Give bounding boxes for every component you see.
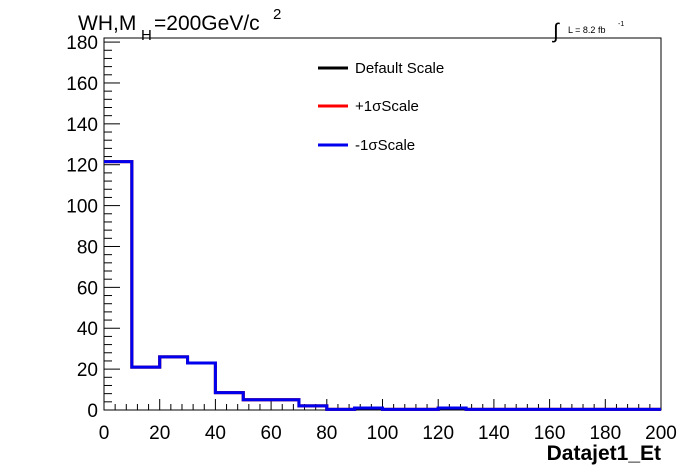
chart-title-subscript: H (141, 27, 152, 44)
axis-ticks (103, 41, 662, 411)
x-tick-label: 0 (99, 423, 110, 444)
luminosity-integral-symbol: ∫ (552, 20, 560, 43)
series-line-1 (104, 160, 661, 411)
plot-frame (103, 37, 662, 411)
luminosity-label: L = 8.2 fb (568, 25, 605, 35)
x-tick-label: 160 (534, 423, 566, 444)
x-axis-label: Datajet1_Et (547, 442, 661, 465)
axis-tick-labels: 0 20 40 60 80 100 120 140 160 180 200 0 20 40 60 80 100 1… (66, 33, 677, 444)
y-tick-label: 100 (66, 197, 98, 218)
chart-title-rest: =200GeV/c (154, 12, 260, 35)
x-tick-label: 80 (316, 423, 337, 444)
x-tick-label: 200 (645, 423, 677, 444)
y-tick-label: 120 (66, 156, 98, 177)
luminosity-superscript: -1 (618, 21, 624, 28)
x-tick-label: 20 (149, 423, 170, 444)
series-line-2 (104, 160, 661, 411)
chart-title-superscript: 2 (273, 6, 281, 23)
x-tick-label: 60 (261, 423, 282, 444)
y-tick-label: 40 (77, 319, 98, 340)
x-tick-label: 100 (367, 423, 399, 444)
y-tick-label: 140 (66, 115, 98, 136)
legend-label-plus1sigma: +1σScale (355, 98, 419, 115)
chart-title-main: WH,M (78, 12, 136, 35)
x-tick-label: 140 (478, 423, 510, 444)
y-tick-label: 60 (77, 278, 98, 299)
x-tick-label: 40 (205, 423, 226, 444)
y-tick-label: 20 (77, 360, 98, 381)
x-tick-label: 180 (589, 423, 621, 444)
y-tick-label: 80 (77, 237, 98, 258)
legend-label-default-scale: Default Scale (355, 60, 444, 77)
legend: Default Scale +1σScale -1σScale (318, 60, 444, 154)
x-tick-label: 120 (422, 423, 454, 444)
y-tick-label: 0 (87, 401, 98, 422)
y-tick-label: 180 (66, 33, 98, 54)
series-line-0 (104, 160, 661, 411)
legend-label-minus1sigma: -1σScale (355, 137, 415, 154)
y-tick-label: 160 (66, 74, 98, 95)
series-group (104, 160, 661, 411)
